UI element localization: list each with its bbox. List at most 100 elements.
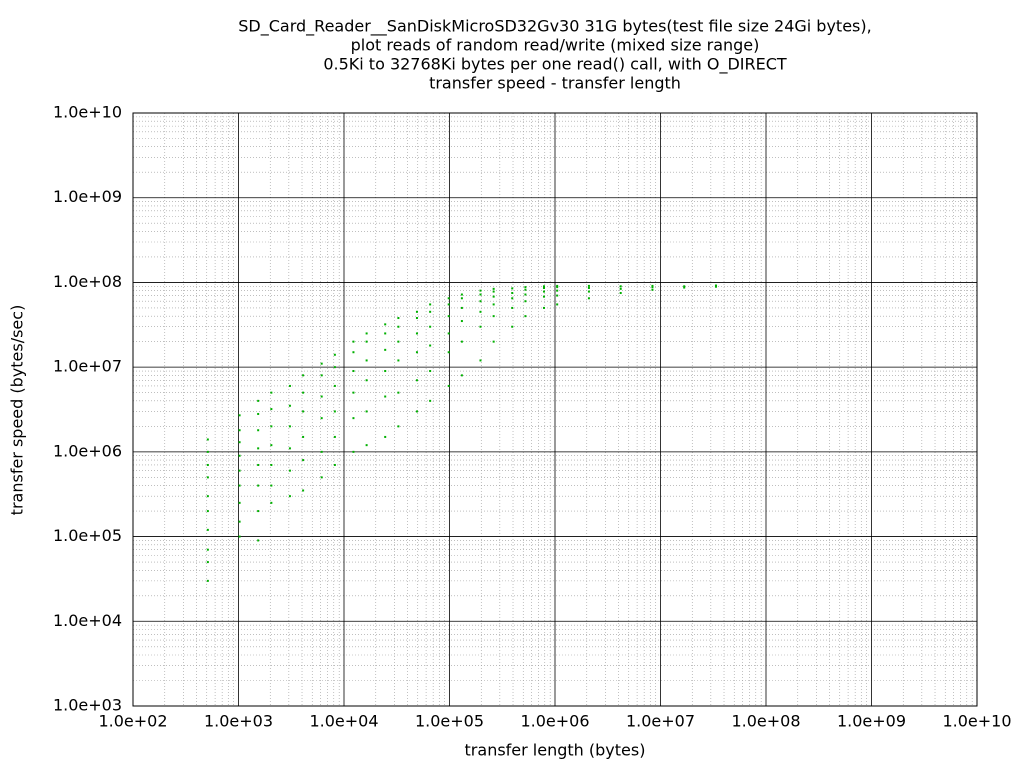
point	[238, 469, 241, 472]
point	[460, 374, 463, 377]
point	[397, 359, 400, 362]
y-tick-label: 1.0e+08	[53, 272, 122, 291]
point	[302, 410, 305, 413]
point	[492, 287, 495, 290]
x-axis-label: transfer length (bytes)	[465, 741, 646, 760]
point	[320, 476, 323, 479]
point	[238, 535, 241, 538]
point	[683, 285, 686, 288]
point	[288, 425, 291, 428]
point	[257, 412, 260, 415]
point	[524, 293, 527, 296]
point	[365, 340, 368, 343]
point	[206, 495, 209, 498]
point	[479, 310, 482, 313]
point	[302, 374, 305, 377]
point	[447, 297, 450, 300]
point	[415, 332, 418, 335]
point	[352, 351, 355, 354]
x-tick-label: 1.0e+09	[837, 712, 906, 731]
point	[270, 425, 273, 428]
point	[365, 379, 368, 382]
point	[619, 287, 622, 290]
point	[333, 366, 336, 369]
chart-title: 0.5Ki to 32768Ki bytes per one read() ca…	[323, 55, 787, 75]
point	[320, 395, 323, 398]
point	[556, 286, 559, 289]
point	[270, 444, 273, 447]
point	[492, 303, 495, 306]
point	[238, 454, 241, 457]
point	[238, 484, 241, 487]
point	[257, 463, 260, 466]
point	[288, 495, 291, 498]
y-tick-label: 1.0e+05	[53, 526, 122, 545]
point	[333, 353, 336, 356]
point	[460, 320, 463, 323]
point	[429, 303, 432, 306]
point	[429, 344, 432, 347]
point	[415, 410, 418, 413]
y-tick-label: 1.0e+06	[53, 441, 122, 460]
point	[270, 391, 273, 394]
point	[365, 410, 368, 413]
point	[206, 561, 209, 564]
point	[238, 429, 241, 432]
point	[257, 510, 260, 513]
point	[302, 489, 305, 492]
x-tick-label: 1.0e+08	[731, 712, 800, 731]
point	[238, 520, 241, 523]
point	[415, 351, 418, 354]
point	[429, 370, 432, 373]
point	[511, 325, 514, 328]
x-tick-label: 1.0e+04	[309, 712, 378, 731]
point	[511, 306, 514, 309]
point	[651, 286, 654, 289]
point	[714, 284, 717, 287]
point	[460, 297, 463, 300]
point	[492, 315, 495, 318]
point	[257, 429, 260, 432]
point	[257, 484, 260, 487]
point	[447, 384, 450, 387]
chart-title: plot reads of random read/write (mixed s…	[351, 36, 760, 55]
point	[206, 463, 209, 466]
point	[415, 310, 418, 313]
point	[460, 293, 463, 296]
point	[333, 435, 336, 438]
point	[397, 391, 400, 394]
point	[302, 435, 305, 438]
point	[270, 501, 273, 504]
point	[479, 325, 482, 328]
point	[511, 292, 514, 295]
y-tick-label: 1.0e+04	[53, 611, 122, 630]
point	[365, 444, 368, 447]
point	[542, 295, 545, 298]
point	[397, 325, 400, 328]
point	[619, 285, 622, 288]
point	[352, 370, 355, 373]
chart-title: SD_Card_Reader__SanDiskMicroSD32Gv30 31G…	[238, 17, 871, 37]
point	[257, 447, 260, 450]
point	[352, 417, 355, 420]
point	[302, 391, 305, 394]
x-tick-label: 1.0e+03	[204, 712, 273, 731]
plot-frame	[132, 112, 978, 707]
point	[651, 288, 654, 291]
point	[524, 315, 527, 318]
point	[492, 295, 495, 298]
point	[492, 290, 495, 293]
x-tick-label: 1.0e+02	[98, 712, 167, 731]
point	[619, 292, 622, 295]
point	[257, 539, 260, 542]
point	[238, 441, 241, 444]
x-tick-label: 1.0e+07	[626, 712, 695, 731]
point	[511, 287, 514, 290]
point	[447, 303, 450, 306]
chart-title: transfer speed - transfer length	[429, 74, 681, 93]
point	[320, 374, 323, 377]
point	[542, 290, 545, 293]
point	[397, 425, 400, 428]
point	[587, 297, 590, 300]
